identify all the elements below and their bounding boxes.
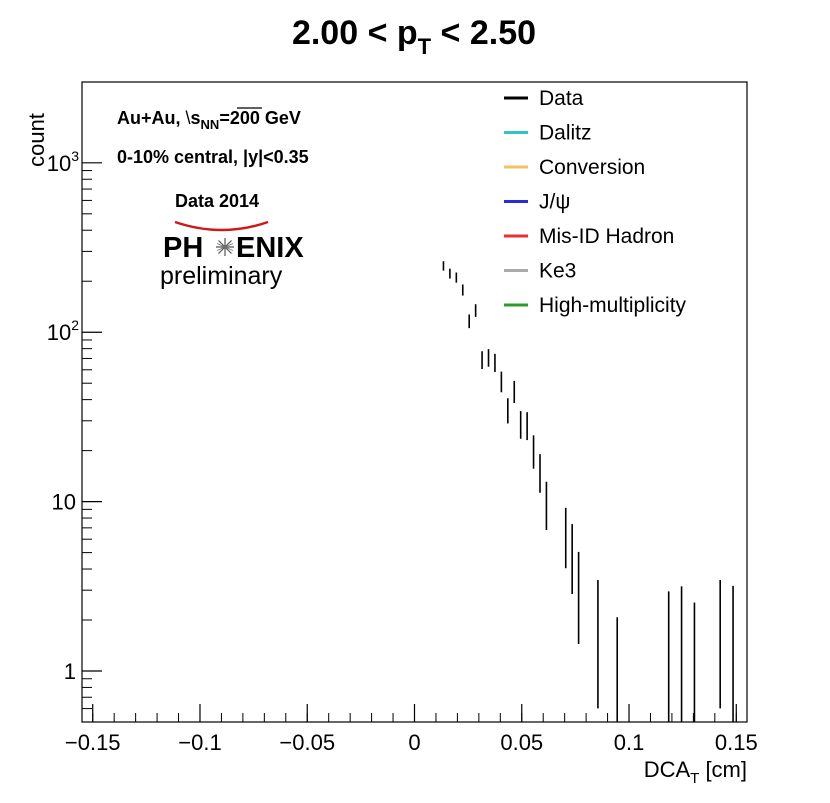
legend-item-ke3: Ke3	[504, 260, 576, 283]
plot-frame	[81, 81, 748, 723]
legend: Data Dalitz Conversion J/ψ Mis-ID Hadron Ke3 H…	[504, 87, 687, 317]
data-error-bars	[442, 261, 734, 722]
legend-item-conversion: Conversion	[504, 156, 645, 179]
legend-item-j-: J/ψ	[504, 191, 570, 214]
legend-label: Mis-ID Hadron	[539, 225, 674, 248]
y-tick-label: 102	[47, 317, 79, 345]
legend-item-high-multiplicity: High-multiplicity	[504, 294, 687, 317]
x-label-main: DCA	[644, 757, 691, 782]
x-tick-label: −0.1	[178, 730, 221, 755]
logo-enix: ENIX	[236, 232, 304, 264]
phenix-logo: PH ENIX preliminary	[160, 220, 304, 290]
title-subscript: T	[418, 34, 432, 59]
y-tick-label: 1	[64, 659, 76, 684]
nn-subscript: NN	[201, 117, 220, 132]
legend-item-data: Data	[504, 87, 584, 110]
energy-text: =200 GeV	[219, 108, 301, 128]
system-annotation: Au+Au, \sNN=200 GeV	[117, 108, 301, 132]
title-main: 2.00 < p	[292, 14, 418, 52]
centrality-annotation: 0-10% central, |y|<0.35	[117, 147, 309, 167]
logo-swoosh	[174, 220, 269, 232]
s-letter: s	[191, 108, 201, 128]
dataset-annotation: Data 2014	[175, 191, 259, 211]
x-tick-label: 0.1	[614, 730, 645, 755]
y-axis-label: count	[24, 113, 49, 167]
sqrt-symbol: \	[186, 108, 191, 128]
title-tail: < 2.50	[431, 14, 536, 52]
x-tick-label: −0.15	[65, 730, 121, 755]
x-tick-label: −0.05	[279, 730, 335, 755]
logo-ph: PH	[163, 232, 203, 264]
logo-star-icon	[216, 238, 234, 256]
histogram-layers	[93, 261, 734, 722]
y-tick-label: 103	[47, 148, 79, 176]
system-prefix: Au+Au,	[117, 108, 186, 128]
x-tick-label: 0.15	[715, 730, 758, 755]
legend-label: High-multiplicity	[539, 294, 687, 317]
legend-item-dalitz: Dalitz	[504, 122, 592, 145]
legend-label: Dalitz	[539, 122, 592, 145]
chart-title: 2.00 < pT < 2.50	[292, 14, 536, 59]
legend-label: Ke3	[539, 260, 576, 283]
legend-item-mis-id-hadron: Mis-ID Hadron	[504, 225, 674, 248]
x-tick-label: 0.05	[500, 730, 543, 755]
x-label-tail: [cm]	[699, 757, 747, 782]
axis-ticks: −0.15 −0.1 −0.05 0 0.05 0.1 0.15 1 10 102 103	[47, 148, 758, 755]
x-axis-label: DCAT [cm]	[644, 757, 747, 787]
y-tick-label: 10	[52, 490, 76, 515]
x-label-subscript: T	[690, 770, 699, 787]
x-tick-label: 0	[408, 730, 420, 755]
legend-label: Conversion	[539, 156, 645, 179]
logo-preliminary: preliminary	[160, 262, 283, 290]
legend-label: Data	[539, 87, 584, 110]
legend-label: J/ψ	[539, 191, 570, 214]
